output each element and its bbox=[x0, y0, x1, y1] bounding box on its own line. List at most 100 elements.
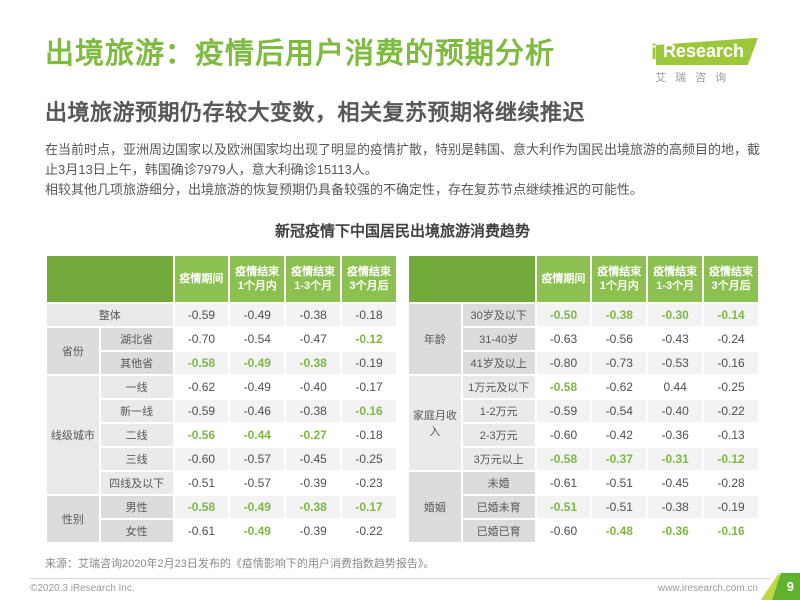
table-row: 性别 男性 -0.58 -0.49 -0.38 -0.17 bbox=[47, 496, 396, 542]
logo-chinese-name: 艾瑞咨询 bbox=[655, 72, 736, 84]
value-cell: -0.58 bbox=[174, 496, 229, 518]
value-cell: -0.17 bbox=[342, 376, 396, 398]
value-cell: -0.16 bbox=[704, 352, 758, 374]
table-row: 年龄 30岁及以下 -0.50 -0.38 -0.30 -0.14 bbox=[409, 304, 758, 374]
value-cell: -0.31 bbox=[648, 448, 703, 470]
footer: ©2020.3 iResearch Inc. www.iresearch.com… bbox=[30, 583, 758, 594]
value-cell: -0.38 bbox=[592, 304, 647, 326]
value-cell: -0.49 bbox=[230, 496, 285, 518]
row-label: 女性 bbox=[100, 520, 173, 542]
row-label: 已婚未育 bbox=[462, 496, 535, 518]
table-row: 省份 湖北省 -0.70 -0.54 -0.47 -0.12 bbox=[47, 328, 396, 374]
logo-flag: Research bbox=[655, 38, 758, 65]
footer-divider bbox=[30, 578, 770, 579]
page-title: 出境旅游：疫情后用户消费的预期分析 bbox=[45, 38, 556, 70]
value-cell: -0.49 bbox=[230, 352, 285, 374]
table-row: 女性 -0.61 -0.49 -0.39 -0.22 bbox=[47, 520, 396, 542]
row-label: 3万元以上 bbox=[462, 448, 535, 470]
slide-content: 出境旅游：疫情后用户消费的预期分析 i Research 艾瑞咨询 出境旅游预期… bbox=[45, 36, 760, 571]
column-header-during: 疫情期间 bbox=[536, 256, 591, 302]
value-cell: -0.80 bbox=[536, 352, 591, 374]
value-cell: -0.59 bbox=[536, 400, 591, 422]
value-cell: -0.60 bbox=[536, 520, 591, 542]
value-cell: -0.16 bbox=[342, 400, 396, 422]
table-row: 31-40岁 -0.63 -0.56 -0.43 -0.24 bbox=[409, 328, 758, 350]
value-cell: -0.43 bbox=[648, 328, 703, 350]
group-label: 性别 bbox=[47, 496, 99, 542]
value-cell: -0.51 bbox=[536, 496, 591, 518]
value-cell: -0.42 bbox=[592, 424, 647, 446]
value-cell: -0.57 bbox=[230, 472, 285, 494]
row-label: 1万元及以下 bbox=[462, 376, 535, 398]
table-row: 家庭月收入 1万元及以下 -0.58 -0.62 0.44 -0.25 bbox=[409, 376, 758, 470]
value-cell: -0.45 bbox=[648, 472, 703, 494]
value-cell: -0.19 bbox=[704, 496, 758, 518]
value-cell: -0.25 bbox=[342, 448, 396, 470]
group-label: 年龄 bbox=[409, 304, 461, 374]
row-label: 2-3万元 bbox=[462, 424, 535, 446]
header-corner-cell bbox=[409, 256, 535, 302]
value-cell: -0.57 bbox=[230, 448, 285, 470]
column-header-3month: 疫情结束 3个月后 bbox=[342, 256, 396, 302]
table-row: 二线 -0.56 -0.44 -0.27 -0.18 bbox=[47, 424, 396, 446]
value-cell: -0.47 bbox=[286, 328, 341, 350]
table-row: 2-3万元 -0.60 -0.42 -0.36 -0.13 bbox=[409, 424, 758, 446]
value-cell: -0.53 bbox=[648, 352, 703, 374]
page-number-flag: 9 bbox=[752, 573, 800, 600]
value-cell: -0.56 bbox=[592, 328, 647, 350]
row-label: 整体 bbox=[47, 304, 173, 326]
column-header-1-3month: 疫情结束 1-3个月 bbox=[648, 256, 703, 302]
group-label: 婚姻 bbox=[409, 472, 461, 542]
value-cell: -0.12 bbox=[342, 328, 396, 350]
row-label: 三线 bbox=[100, 448, 173, 470]
value-cell: -0.24 bbox=[704, 328, 758, 350]
value-cell: -0.51 bbox=[174, 472, 229, 494]
row-label: 未婚 bbox=[462, 472, 535, 494]
value-cell: 0.44 bbox=[648, 376, 703, 398]
column-header-1-3month: 疫情结束 1-3个月 bbox=[286, 256, 341, 302]
value-cell: -0.54 bbox=[230, 328, 285, 350]
row-label: 其他省 bbox=[100, 352, 173, 374]
value-cell: -0.58 bbox=[174, 352, 229, 374]
value-cell: -0.49 bbox=[230, 520, 285, 542]
column-header-during: 疫情期间 bbox=[174, 256, 229, 302]
value-cell: -0.46 bbox=[230, 400, 285, 422]
value-cell: -0.17 bbox=[342, 496, 396, 518]
table-row: 婚姻 未婚 -0.61 -0.51 -0.45 -0.28 bbox=[409, 472, 758, 542]
value-cell: -0.50 bbox=[536, 304, 591, 326]
value-cell: -0.25 bbox=[704, 376, 758, 398]
value-cell: -0.58 bbox=[536, 376, 591, 398]
value-cell: -0.22 bbox=[704, 400, 758, 422]
value-cell: -0.49 bbox=[230, 376, 285, 398]
value-cell: -0.51 bbox=[592, 496, 647, 518]
value-cell: -0.38 bbox=[286, 304, 341, 326]
source-note: 来源：艾瑞咨询2020年2月23日发布的《疫情影响下的用户消费指数趋势报告》。 bbox=[45, 558, 435, 570]
value-cell: -0.45 bbox=[286, 448, 341, 470]
column-header-1month: 疫情结束 1个月内 bbox=[592, 256, 647, 302]
value-cell: -0.48 bbox=[592, 520, 647, 542]
table-row: 新一线 -0.59 -0.46 -0.38 -0.16 bbox=[47, 400, 396, 422]
footer-url: www.iresearch.com.cn bbox=[657, 583, 758, 594]
table-row: 3万元以上 -0.58 -0.37 -0.31 -0.12 bbox=[409, 448, 758, 470]
consumption-table-right: 疫情期间 疫情结束 1个月内 疫情结束 1-3个月 疫情结束 3个月后 年龄 3… bbox=[407, 254, 760, 544]
page-number: 9 bbox=[786, 579, 794, 594]
value-cell: -0.39 bbox=[286, 472, 341, 494]
value-cell: -0.37 bbox=[592, 448, 647, 470]
value-cell: -0.60 bbox=[174, 448, 229, 470]
value-cell: -0.56 bbox=[174, 424, 229, 446]
row-label: 一线 bbox=[100, 376, 173, 398]
value-cell: -0.30 bbox=[648, 304, 703, 326]
table-row: 已婚未育 -0.51 -0.51 -0.38 -0.19 bbox=[409, 496, 758, 518]
value-cell: -0.38 bbox=[648, 496, 703, 518]
value-cell: -0.27 bbox=[286, 424, 341, 446]
group-label: 省份 bbox=[47, 328, 99, 374]
value-cell: -0.61 bbox=[174, 520, 229, 542]
row-label: 31-40岁 bbox=[462, 328, 535, 350]
value-cell: -0.18 bbox=[342, 424, 396, 446]
value-cell: -0.54 bbox=[592, 400, 647, 422]
table-row: 三线 -0.60 -0.57 -0.45 -0.25 bbox=[47, 448, 396, 470]
table-header-row: 疫情期间 疫情结束 1个月内 疫情结束 1-3个月 疫情结束 3个月后 bbox=[409, 256, 758, 302]
row-label: 男性 bbox=[100, 496, 173, 518]
value-cell: -0.61 bbox=[536, 472, 591, 494]
value-cell: -0.39 bbox=[286, 520, 341, 542]
